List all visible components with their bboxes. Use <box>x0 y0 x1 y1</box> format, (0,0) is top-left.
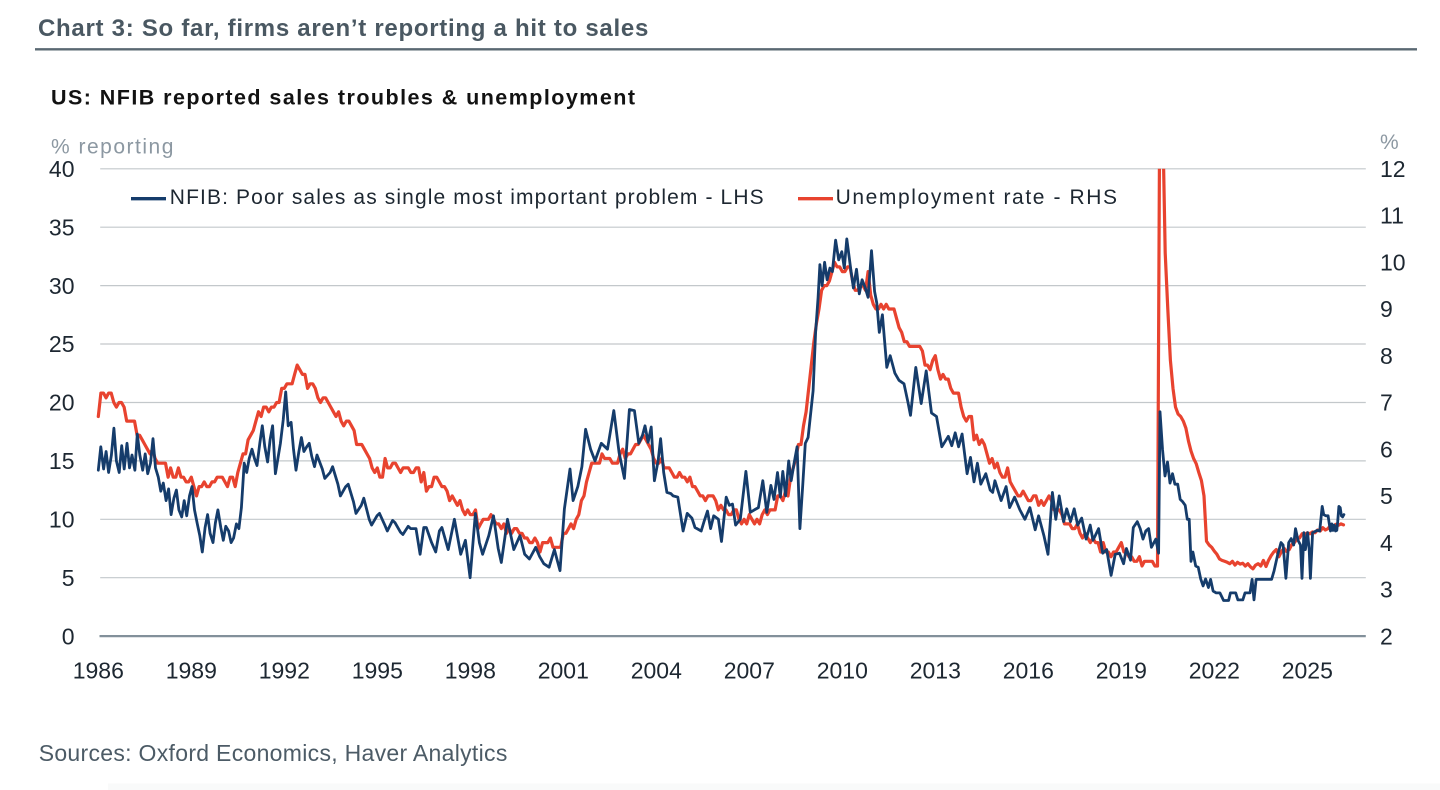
svg-text:8: 8 <box>1380 343 1393 369</box>
svg-text:2007: 2007 <box>724 658 775 684</box>
svg-text:2013: 2013 <box>910 658 961 684</box>
svg-text:1992: 1992 <box>259 658 310 684</box>
svg-text:%: % <box>1380 131 1399 154</box>
svg-text:40: 40 <box>49 156 75 182</box>
svg-text:2025: 2025 <box>1282 658 1333 684</box>
svg-text:5: 5 <box>1380 483 1393 509</box>
svg-text:25: 25 <box>49 331 75 357</box>
svg-text:Sources: Oxford Economics, Hav: Sources: Oxford Economics, Haver Analyti… <box>39 740 508 766</box>
svg-text:1986: 1986 <box>73 658 124 684</box>
svg-text:1998: 1998 <box>445 658 496 684</box>
svg-text:2: 2 <box>1380 623 1393 649</box>
svg-text:30: 30 <box>49 273 75 299</box>
svg-text:35: 35 <box>49 214 75 240</box>
svg-text:2001: 2001 <box>538 658 589 684</box>
svg-text:11: 11 <box>1380 203 1404 229</box>
svg-text:6: 6 <box>1380 436 1393 462</box>
svg-text:2016: 2016 <box>1003 658 1054 684</box>
svg-text:10: 10 <box>49 507 75 533</box>
svg-text:3: 3 <box>1380 577 1393 603</box>
svg-text:10: 10 <box>1380 250 1406 276</box>
svg-text:9: 9 <box>1380 296 1393 322</box>
svg-text:Chart 3: So far, firms aren’t: Chart 3: So far, firms aren’t reporting … <box>38 15 649 42</box>
svg-text:1989: 1989 <box>166 658 217 684</box>
svg-text:US: NFIB reported sales troubl: US: NFIB reported sales troubles & unemp… <box>51 86 636 110</box>
svg-text:% reporting: % reporting <box>51 136 175 159</box>
svg-text:20: 20 <box>49 390 75 416</box>
svg-text:15: 15 <box>49 448 75 474</box>
svg-text:1995: 1995 <box>352 658 403 684</box>
svg-text:7: 7 <box>1380 390 1393 416</box>
svg-text:2004: 2004 <box>631 658 682 684</box>
svg-text:Unemployment rate - RHS: Unemployment rate - RHS <box>836 186 1119 209</box>
svg-text:12: 12 <box>1380 156 1406 182</box>
svg-text:5: 5 <box>62 565 75 591</box>
svg-text:2019: 2019 <box>1096 658 1147 684</box>
svg-text:4: 4 <box>1380 530 1393 556</box>
svg-text:2010: 2010 <box>817 658 868 684</box>
svg-text:0: 0 <box>62 623 75 649</box>
svg-text:NFIB: Poor sales as single mos: NFIB: Poor sales as single most importan… <box>170 186 765 209</box>
svg-text:2022: 2022 <box>1189 658 1240 684</box>
